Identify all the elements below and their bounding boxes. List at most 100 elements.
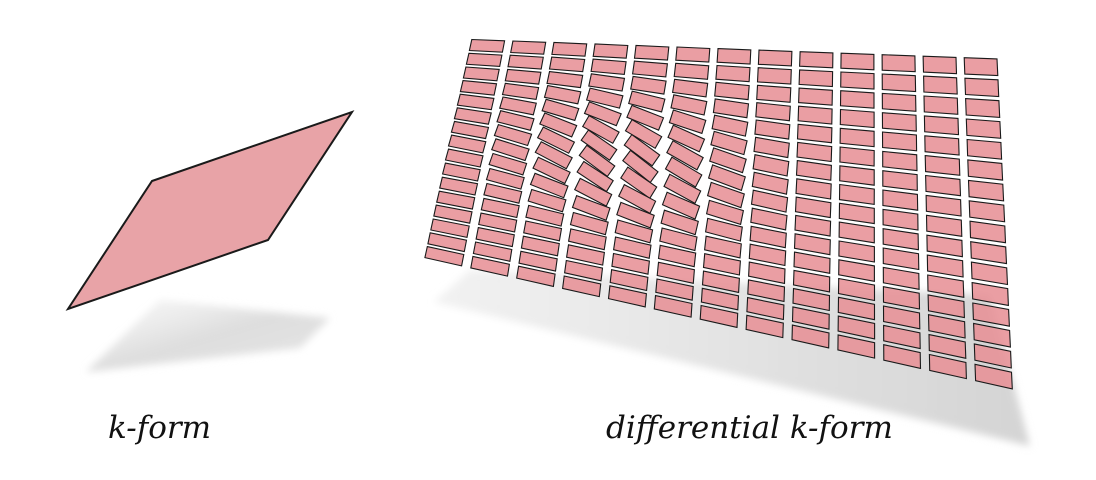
- k-form-cell: [881, 112, 917, 132]
- k-form-cell: [837, 315, 876, 340]
- k-form-cell: [967, 179, 1005, 202]
- k-form-cell: [792, 269, 831, 293]
- k-form-cell: [838, 202, 875, 225]
- k-form-cell: [581, 114, 620, 145]
- k-form-cell: [750, 207, 788, 231]
- k-form-illustration: [65, 110, 355, 372]
- k-form-cell: [444, 148, 484, 168]
- k-form-cell: [633, 44, 670, 61]
- k-form-cell: [882, 170, 918, 192]
- k-form-cell: [796, 141, 833, 163]
- k-form-cell: [924, 135, 960, 156]
- k-form-cell: [882, 208, 919, 231]
- k-form-cell: [793, 251, 831, 274]
- k-form-cell: [624, 118, 663, 150]
- k-form-cell: [756, 84, 792, 103]
- k-form-cell: [973, 322, 1011, 348]
- k-form-cell: [699, 304, 739, 329]
- k-form-cell: [532, 156, 571, 185]
- k-form-cell: [883, 324, 921, 350]
- k-form-cell: [706, 181, 745, 209]
- k-form-cell: [963, 57, 999, 77]
- k-form-cell: [700, 287, 740, 311]
- k-form-cell: [798, 87, 833, 106]
- k-form-cell: [969, 220, 1007, 244]
- k-form-cell: [794, 214, 832, 237]
- k-form-cell: [485, 167, 525, 190]
- k-form-cell: [839, 90, 875, 109]
- k-form-cell: [838, 183, 875, 206]
- k-form-cell: [447, 134, 487, 154]
- k-form-cell: [751, 171, 789, 195]
- k-form-cell: [928, 353, 967, 380]
- k-form-cell: [882, 228, 919, 251]
- k-form-cell: [504, 68, 542, 85]
- k-form-cell: [710, 130, 748, 156]
- k-form-cell: [499, 96, 537, 116]
- k-form-cell: [838, 240, 875, 263]
- k-form-cell: [749, 225, 787, 249]
- k-form-cell: [703, 235, 742, 259]
- k-form-cell: [664, 156, 703, 188]
- k-form-cell: [459, 80, 498, 96]
- k-form-cell: [702, 253, 741, 276]
- k-form-caption: k-form: [108, 410, 212, 446]
- k-form-cell: [923, 95, 959, 115]
- k-form-cell: [746, 296, 785, 321]
- k-form-cell: [612, 236, 652, 259]
- k-form-cell: [837, 277, 876, 302]
- k-form-cell: [456, 93, 495, 111]
- k-form-cell: [965, 98, 1001, 118]
- k-form-cell: [427, 232, 468, 253]
- k-form-cell: [967, 159, 1004, 181]
- k-form-cell: [671, 78, 709, 98]
- k-form-cell: [546, 70, 584, 89]
- k-form-cell: [657, 244, 697, 268]
- k-form-cell: [580, 129, 618, 161]
- k-form-cell: [569, 211, 609, 236]
- k-form-cell: [838, 221, 875, 244]
- k-form-cell: [795, 159, 832, 181]
- k-form-cell: [523, 220, 563, 242]
- k-form-cell: [796, 123, 833, 144]
- k-form-cell: [837, 296, 876, 321]
- k-form-cell: [881, 92, 917, 112]
- k-form-cell: [551, 41, 588, 57]
- k-form-cell: [525, 204, 565, 227]
- k-form-cell: [927, 274, 965, 298]
- k-form-cell: [592, 43, 629, 59]
- k-form-cell: [660, 209, 699, 236]
- k-form-cell: [964, 77, 1000, 98]
- k-form-cell: [704, 217, 743, 242]
- k-form-cell: [797, 105, 833, 125]
- k-form-cell: [623, 133, 661, 167]
- k-form-cell: [747, 279, 786, 303]
- k-form-cell: [436, 190, 476, 210]
- k-form-cell: [882, 189, 919, 211]
- k-form-cell: [972, 302, 1010, 327]
- k-form-cell: [453, 107, 492, 125]
- k-form-cell: [712, 98, 750, 119]
- k-form-cell: [668, 109, 707, 135]
- k-form-cell: [630, 75, 667, 95]
- k-form-cell: [922, 55, 958, 75]
- k-form-cell: [472, 241, 513, 262]
- k-form-cell: [882, 305, 921, 330]
- differential-k-form-shadow: [434, 270, 1030, 446]
- k-form-cell: [881, 54, 916, 73]
- k-form-cell: [565, 244, 606, 266]
- k-form-cell: [882, 266, 920, 290]
- k-form-cell: [655, 278, 694, 301]
- k-form-parallelogram: [65, 110, 355, 311]
- k-form-cell: [701, 270, 740, 294]
- k-form-cell: [501, 82, 540, 101]
- k-form-cell: [439, 176, 479, 196]
- k-form-cell: [659, 227, 698, 252]
- k-form-cell: [527, 188, 567, 213]
- k-form-cell: [673, 62, 710, 80]
- k-form-cell: [923, 115, 960, 136]
- k-form-cell: [799, 51, 834, 69]
- k-form-cell: [607, 285, 647, 308]
- k-form-cell: [609, 269, 649, 292]
